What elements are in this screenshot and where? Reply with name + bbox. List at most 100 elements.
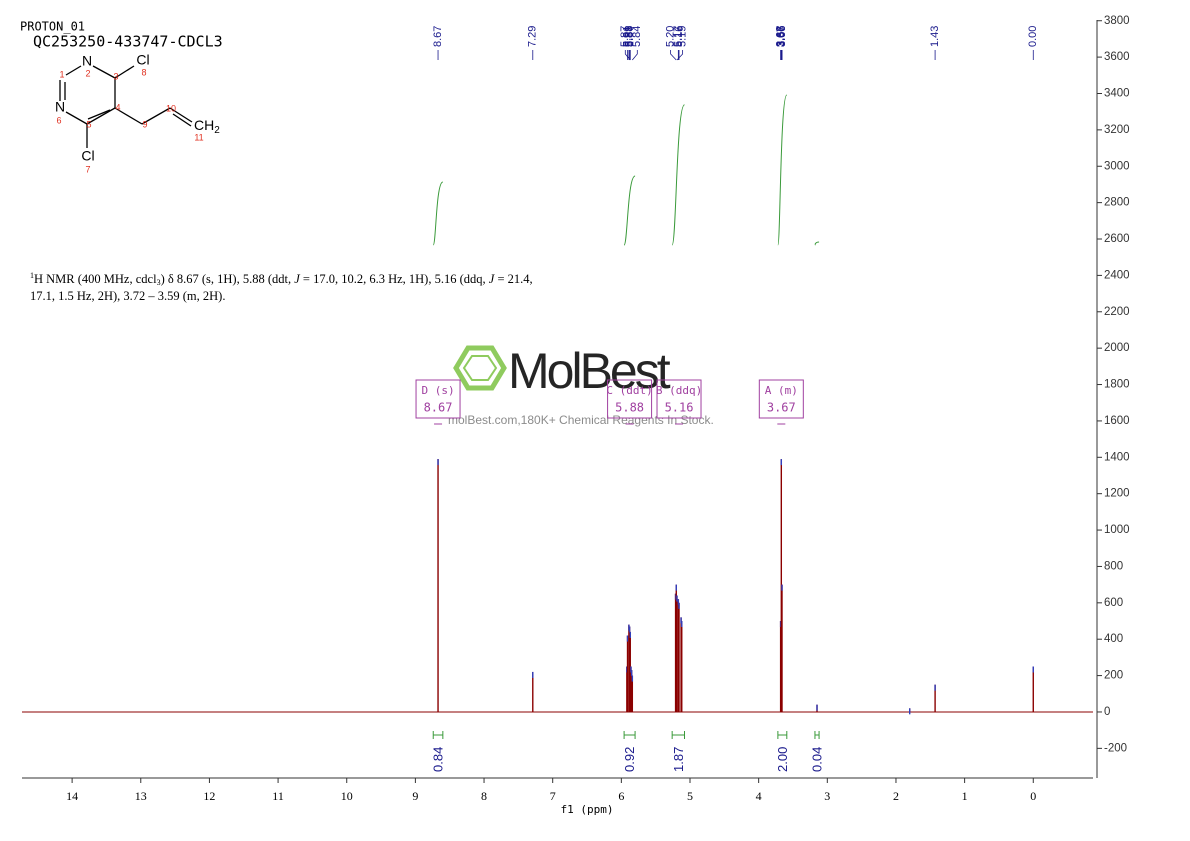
description-text: ) δ 8.67 (s, 1H), 5.88 (ddt, — [161, 272, 295, 286]
peak-label: 3.67 — [775, 26, 787, 47]
peak-label: 5.87 — [624, 26, 636, 47]
multiplet-shift: 5.16 — [665, 401, 694, 415]
integral-curve — [432, 181, 444, 246]
logo-tagline: molBest.com,180K+ Chemical Reagents In S… — [448, 413, 714, 427]
peak-label: 5.16 — [673, 26, 685, 47]
integral-label: 0.04 — [809, 747, 824, 772]
structure — [59, 65, 193, 148]
y-tick-label: 1200 — [1104, 488, 1130, 500]
peak-label: 3.68 — [775, 26, 787, 47]
y-tick-label: 3400 — [1104, 88, 1130, 100]
atom-number: 5 — [86, 119, 91, 129]
integral-curve — [814, 241, 820, 246]
peak-label-connector — [670, 50, 677, 61]
x-axis-label: f1 (ppm) — [561, 803, 614, 816]
peak-label-connector — [624, 50, 631, 61]
peak-label: 0.00 — [1027, 26, 1039, 47]
peak-label: 5.20 — [665, 26, 677, 47]
y-tick-label: 600 — [1104, 597, 1123, 609]
y-tick-label: 3000 — [1104, 160, 1130, 172]
sample-id: QC253250-433747-CDCL3 — [33, 33, 223, 51]
bond — [114, 65, 135, 79]
bond — [169, 107, 193, 123]
bond — [141, 107, 171, 125]
multiplet-name: A (m) — [765, 384, 798, 397]
x-tick-label: 10 — [341, 789, 353, 803]
description-text: = 21.4, — [494, 272, 532, 286]
atom-number: 1 — [59, 69, 64, 79]
x-tick-label: 5 — [687, 789, 693, 803]
y-tick-label: 1000 — [1104, 524, 1130, 536]
atom-label: N — [82, 53, 92, 69]
peak-label: 5.19 — [677, 26, 689, 47]
bond — [86, 107, 116, 125]
nmr-description: 17.1, 1.5 Hz, 2H), 3.72 – 3.59 (m, 2H). — [30, 289, 225, 303]
atom-label: N — [55, 99, 65, 115]
y-tick-label: 400 — [1104, 633, 1123, 645]
description-text: J — [294, 272, 301, 286]
peak-label: 1.43 — [929, 26, 941, 47]
peak-label: 7.29 — [527, 26, 539, 47]
description-text: J — [489, 272, 496, 286]
atom-label: CH2 — [194, 117, 220, 136]
experiment-name: PROTON_01 — [20, 20, 85, 34]
description-text: = 17.0, 10.2, 6.3 Hz, 1H), 5.16 (ddq, — [300, 272, 489, 286]
x-tick-label: 12 — [203, 789, 215, 803]
y-tick-label: 3600 — [1104, 51, 1130, 63]
atom-number: 11 — [194, 132, 203, 142]
integral-label: 0.92 — [622, 747, 637, 772]
y-tick-label: 3200 — [1104, 124, 1130, 136]
peak-label-connector — [632, 50, 638, 61]
bond — [172, 113, 192, 127]
peak-label: 5.87 — [619, 26, 631, 47]
peak-label: 5.88 — [623, 26, 635, 47]
integral-curve — [777, 94, 788, 246]
integral-range — [432, 731, 444, 739]
peak-label: 3.67 — [775, 26, 787, 47]
peak-label-connector — [676, 50, 684, 61]
multiplet-name: B (ddq) — [656, 384, 702, 397]
logo: MolBest molBest.com,180K+ Chemical Reage… — [448, 343, 714, 427]
atom-label: CH — [194, 117, 214, 133]
multiplet-name: D (s) — [421, 384, 454, 397]
x-tick-label: 6 — [618, 789, 624, 803]
logo-brand: MolBest — [508, 343, 671, 399]
x-tick-label: 13 — [135, 789, 147, 803]
integral-range — [623, 731, 636, 739]
bond — [114, 107, 143, 125]
multiplet-shift: 8.67 — [424, 401, 453, 415]
bond — [87, 109, 111, 120]
peak-label: 3.66 — [776, 26, 788, 47]
atom-number: 4 — [115, 102, 120, 112]
atom-number: 6 — [56, 115, 61, 125]
logo-hexagon — [453, 345, 507, 391]
bond — [65, 65, 82, 76]
atom-number: 9 — [142, 119, 147, 129]
multiplet-name: C (ddt) — [606, 384, 652, 397]
y-tick-label: 2600 — [1104, 233, 1130, 245]
multiplet-box — [758, 379, 804, 419]
multiplet-box — [415, 379, 461, 419]
y-tick-label: 1600 — [1104, 415, 1130, 427]
description-text: 3 — [157, 278, 161, 287]
integral-curve — [623, 175, 636, 246]
description-text: 1 — [30, 271, 34, 280]
bond — [65, 111, 88, 125]
atom-subscript: 2 — [214, 125, 220, 136]
peak-label: 3.67 — [775, 26, 787, 47]
atom-number: 8 — [141, 67, 146, 77]
y-tick-label: 0 — [1104, 706, 1110, 718]
atom-label: Cl — [136, 52, 149, 68]
x-tick-label: 8 — [481, 789, 487, 803]
peak-label: 5.17 — [672, 26, 684, 47]
multiplet-box — [607, 379, 653, 419]
multiplet-shift: 5.88 — [615, 401, 644, 415]
peak-label: 5.91 — [621, 26, 633, 47]
x-tick-label: 7 — [550, 789, 556, 803]
y-tick-label: -200 — [1104, 742, 1127, 754]
integral-range — [671, 731, 686, 739]
bond — [92, 65, 116, 79]
atom-number: 10 — [166, 103, 176, 113]
x-tick-label: 0 — [1030, 789, 1036, 803]
atom-label: Cl — [81, 148, 94, 164]
